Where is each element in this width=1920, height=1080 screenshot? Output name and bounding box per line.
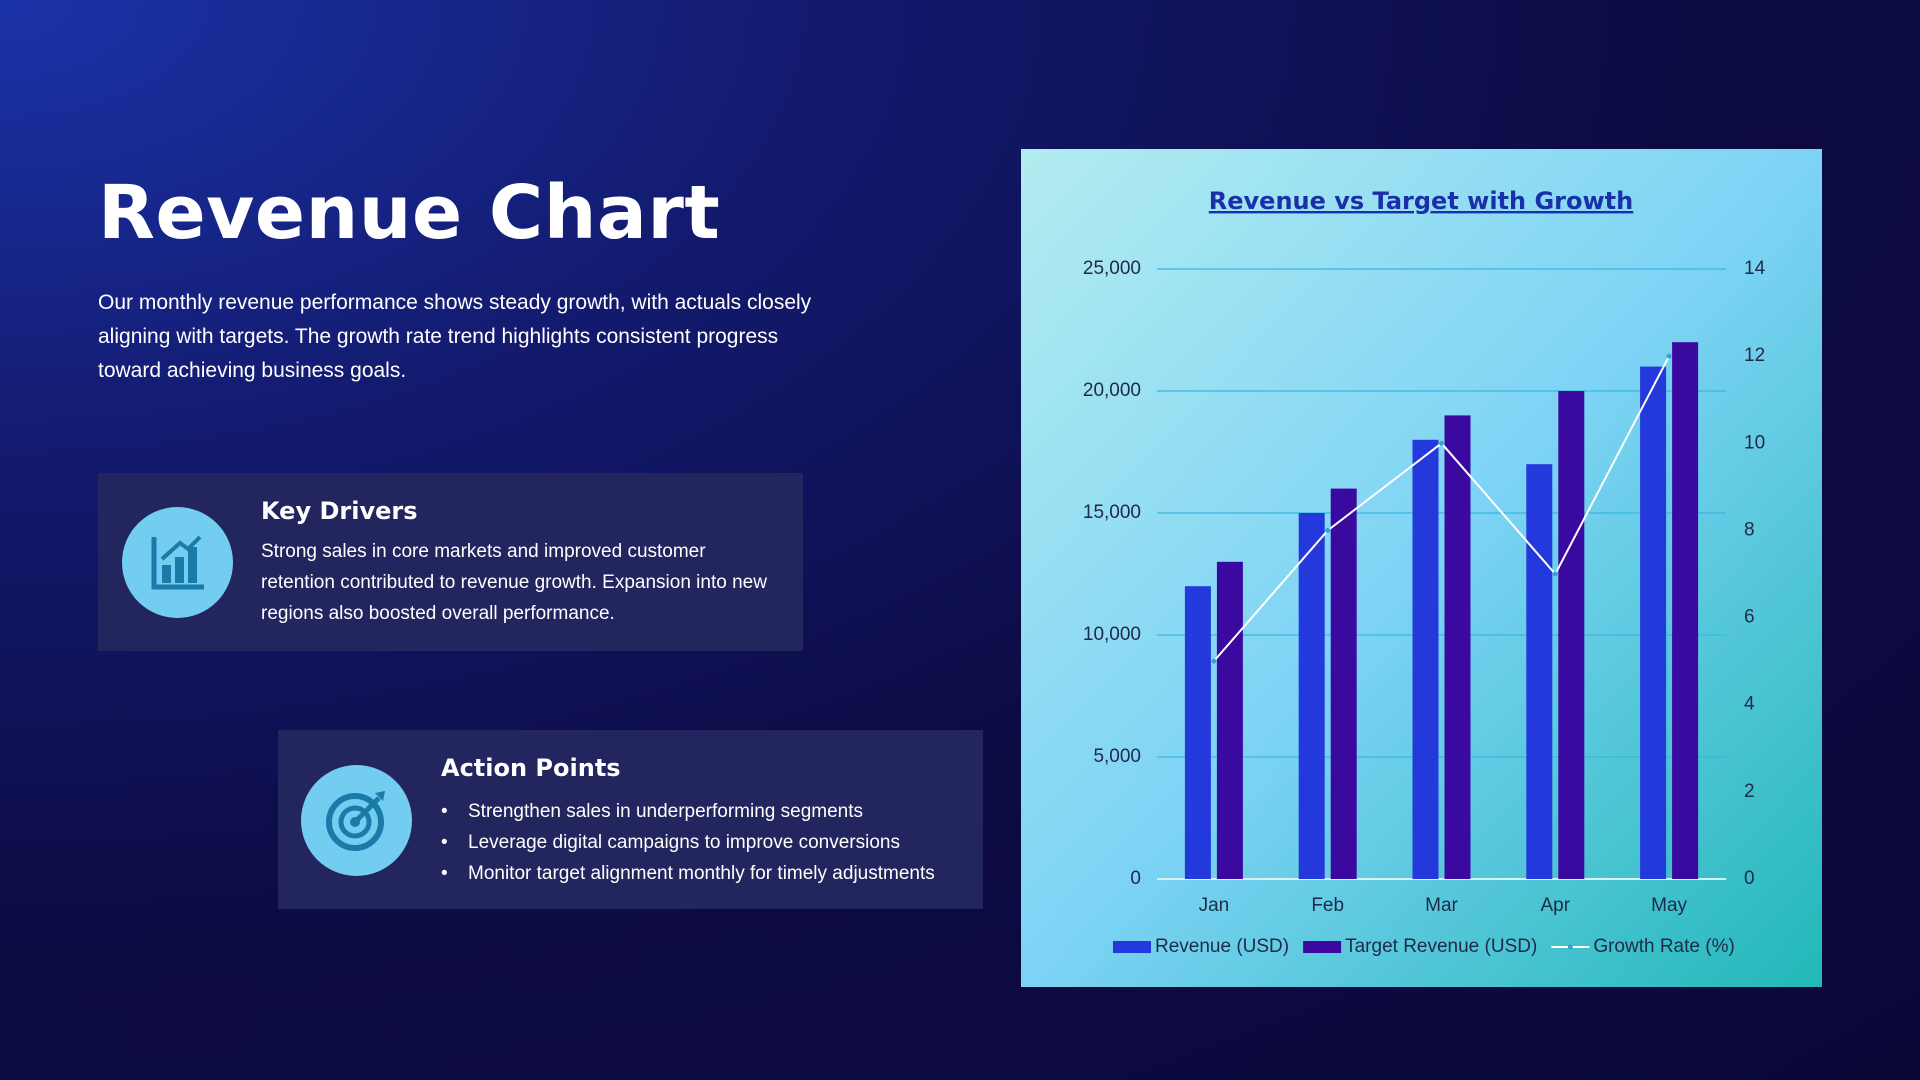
y2-tick-label: 0 — [1744, 868, 1755, 889]
legend-label: Revenue (USD) — [1155, 936, 1289, 957]
icon-circle — [301, 765, 412, 876]
bar — [1526, 464, 1553, 879]
card-title: Action Points — [441, 754, 621, 782]
legend-label: Growth Rate (%) — [1593, 936, 1734, 957]
target-icon — [326, 791, 385, 851]
x-tick-label: Feb — [1311, 895, 1344, 916]
description: Our monthly revenue performance shows st… — [98, 291, 812, 382]
legend-swatch — [1113, 941, 1151, 953]
bar — [1444, 415, 1471, 879]
page-title: Revenue Chart — [98, 170, 721, 256]
y2-tick-label: 12 — [1744, 345, 1765, 366]
y-tick-label: 10,000 — [1083, 624, 1141, 645]
card-title: Key Drivers — [261, 497, 418, 525]
y2-tick-label: 10 — [1744, 432, 1765, 453]
legend-swatch — [1567, 944, 1573, 950]
x-tick-label: May — [1651, 895, 1687, 916]
line-point — [1666, 353, 1672, 359]
bar — [1298, 513, 1325, 879]
key-drivers-card: Key Drivers Strong sales in core markets… — [98, 473, 803, 651]
x-tick-label: Jan — [1199, 895, 1230, 916]
legend-label: Target Revenue (USD) — [1345, 936, 1537, 957]
chart: Revenue vs Target with Growth 0 5,000 10,0… — [1021, 149, 1822, 987]
chart-icon — [151, 535, 204, 590]
x-tick-label: Apr — [1541, 895, 1571, 916]
line-point — [1552, 571, 1558, 577]
chart-title: Revenue vs Target with Growth — [1209, 187, 1633, 215]
y2-tick-label: 8 — [1744, 519, 1755, 540]
line-point — [1211, 658, 1217, 664]
bar — [1184, 586, 1211, 879]
bullet: Strengthen sales in underperforming segm… — [441, 796, 981, 827]
y-tick-label: 25,000 — [1083, 258, 1141, 279]
bar — [1330, 488, 1357, 879]
y2-tick-label: 6 — [1744, 607, 1755, 628]
x-tick-label: Mar — [1425, 895, 1458, 916]
line-point — [1439, 440, 1444, 446]
bullet: Leverage digital campaigns to improve co… — [441, 827, 981, 858]
y2-tick-label: 2 — [1744, 781, 1755, 802]
y2-tick-label: 14 — [1744, 258, 1766, 279]
line-point — [1325, 527, 1331, 533]
bar — [1672, 342, 1699, 879]
bar — [1216, 561, 1243, 879]
legend-swatch — [1303, 941, 1342, 953]
action-points-card: Action Points Strengthen sales in underp… — [278, 730, 983, 909]
y-tick-label: 15,000 — [1083, 502, 1141, 523]
y-tick-label: 5,000 — [1093, 746, 1141, 767]
y-tick-label: 20,000 — [1083, 380, 1141, 401]
bullet-list: Strengthen sales in underperforming segm… — [441, 796, 981, 889]
y-tick-label: 0 — [1130, 868, 1141, 889]
bar — [1640, 366, 1667, 880]
card-text: Strong sales in core markets and improve… — [261, 541, 767, 624]
bar — [1558, 391, 1585, 879]
y2-tick-label: 4 — [1744, 694, 1755, 715]
bullet: Monitor target alignment monthly for tim… — [441, 858, 981, 889]
icon-circle — [122, 507, 233, 618]
bar — [1412, 439, 1439, 879]
